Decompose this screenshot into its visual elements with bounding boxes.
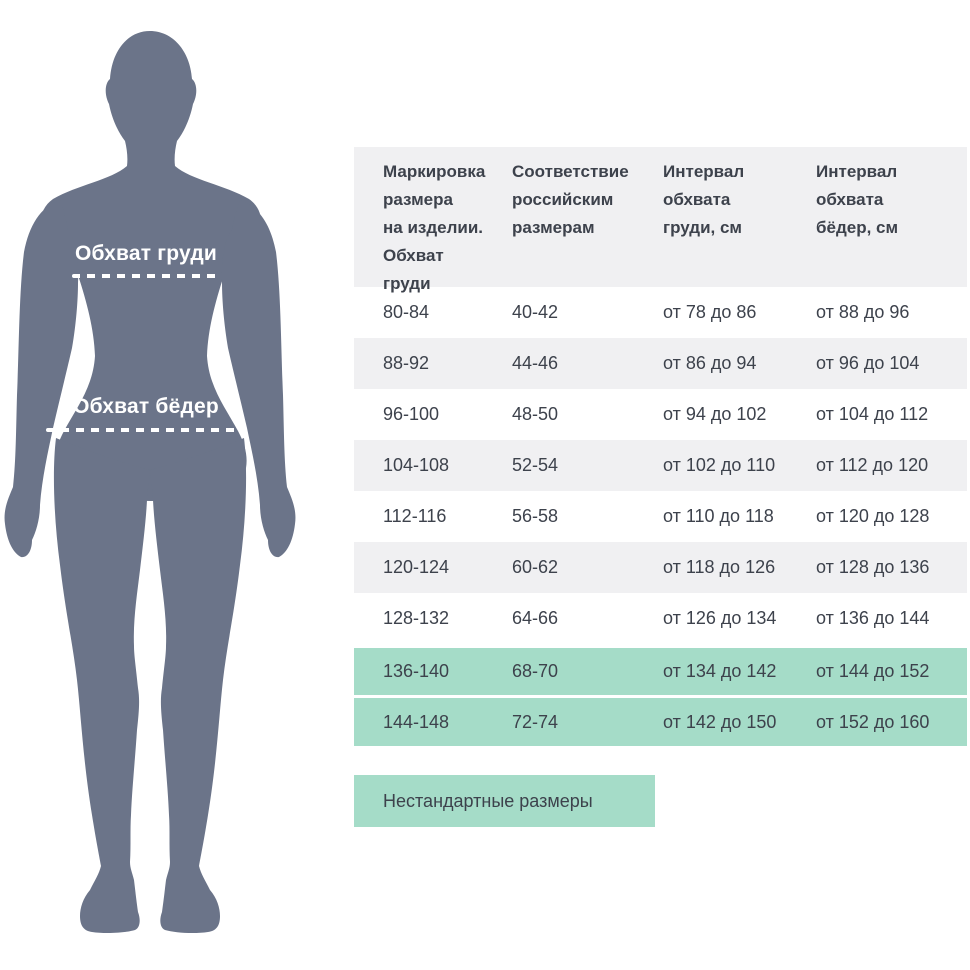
chest-interval-cell: от 126 до 134 (663, 608, 777, 628)
female-figure: Обхват груди Обхват бёдер (0, 0, 340, 970)
hips-interval-cell: от 152 до 160 (816, 711, 930, 732)
chest-interval-cell: от 134 до 142 (663, 661, 777, 681)
russian-size-cell: 72-74 (512, 711, 559, 732)
russian-size-cell: 56-58 (512, 506, 559, 526)
table-row: 96-100 48-50 от 94 до 102 от 104 до 112 (354, 389, 967, 440)
left-leg-shape (53, 438, 151, 934)
hips-interval-cell: от 136 до 144 (816, 608, 930, 628)
russian-size-cell: 68-70 (512, 661, 559, 681)
header-size-marking: Маркировка размера на изделии. Обхват гр… (383, 162, 486, 293)
chest-interval-cell: от 86 до 94 (663, 353, 757, 373)
table-row-highlighted: 136-140 68-70 от 134 до 142 от 144 до 15… (354, 644, 967, 695)
chest-interval-cell: от 142 до 150 (663, 711, 777, 732)
nonstandard-sizes-badge: Нестандартные размеры (354, 775, 655, 827)
table-header-row: Маркировка размера на изделии. Обхват гр… (354, 147, 967, 293)
header-russian-sizes: Соответствие российским размерам (512, 162, 629, 237)
table-row: 120-124 60-62 от 118 до 126 от 128 до 13… (354, 542, 967, 593)
russian-size-cell: 52-54 (512, 455, 559, 475)
table-row: 104-108 52-54 от 102 до 110 от 112 до 12… (354, 440, 967, 491)
russian-size-cell: 48-50 (512, 404, 559, 424)
header-chest-interval: Интервал обхвата груди, см (663, 162, 745, 237)
size-marking-cell: 104-108 (383, 455, 450, 475)
size-marking-cell: 136-140 (383, 661, 450, 681)
size-table: Маркировка размера на изделии. Обхват гр… (354, 147, 967, 746)
size-marking-cell: 112-116 (383, 506, 447, 526)
hips-interval-cell: от 88 до 96 (816, 302, 910, 322)
russian-size-cell: 64-66 (512, 608, 559, 628)
size-marking-cell: 88-92 (383, 353, 430, 373)
chest-interval-cell: от 118 до 126 (663, 557, 776, 577)
female-silhouette-svg (4, 31, 296, 934)
russian-size-cell: 40-42 (512, 302, 559, 322)
chest-interval-cell: от 110 до 118 (663, 506, 774, 526)
table-row: 128-132 64-66 от 126 до 134 от 136 до 14… (354, 593, 967, 644)
hips-interval-cell: от 112 до 120 (816, 455, 929, 475)
size-marking-cell: 96-100 (383, 404, 440, 424)
hips-measure-label: Обхват бёдер (73, 395, 219, 418)
chest-interval-cell: от 78 до 86 (663, 302, 757, 322)
chest-measure-label: Обхват груди (75, 242, 217, 265)
hips-interval-cell: от 120 до 128 (816, 506, 930, 526)
hips-interval-cell: от 104 до 112 (816, 404, 929, 424)
size-marking-cell: 128-132 (383, 608, 450, 628)
chest-dashed-line (72, 274, 218, 278)
chest-interval-cell: от 102 до 110 (663, 455, 776, 475)
hips-interval-cell: от 144 до 152 (816, 661, 930, 681)
left-arm-shape (4, 200, 79, 558)
right-leg-shape (150, 438, 247, 934)
table-row: 88-92 44-46 от 86 до 94 от 96 до 104 (354, 338, 967, 389)
torso-head-shape (40, 31, 262, 501)
table-row-highlighted: 144-148 72-74 от 142 до 150 от 152 до 16… (354, 695, 967, 746)
size-marking-cell: 120-124 (383, 557, 450, 577)
size-marking-cell: 80-84 (383, 302, 430, 322)
hips-interval-cell: от 128 до 136 (816, 557, 930, 577)
chest-interval-cell: от 94 до 102 (663, 404, 767, 424)
hips-interval-cell: от 96 до 104 (816, 353, 920, 373)
table-row: 112-116 56-58 от 110 до 118 от 120 до 12… (354, 491, 967, 542)
header-hips-interval: Интервал обхвата бёдер, см (816, 162, 899, 237)
table-row: 80-84 40-42 от 78 до 86 от 88 до 96 (354, 287, 967, 338)
russian-size-cell: 60-62 (512, 557, 559, 577)
hips-dashed-line (46, 428, 243, 432)
right-arm-shape (221, 200, 296, 558)
size-marking-cell: 144-148 (383, 711, 450, 732)
nonstandard-sizes-label: Нестандартные размеры (383, 790, 593, 811)
russian-size-cell: 44-46 (512, 353, 559, 373)
